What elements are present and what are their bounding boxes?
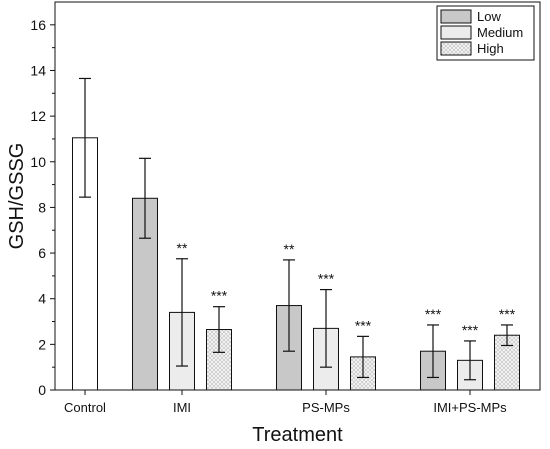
x-tick-label: IMI bbox=[173, 400, 191, 415]
legend-swatch bbox=[440, 9, 472, 24]
significance-label: *** bbox=[499, 306, 516, 322]
legend-label: High bbox=[477, 41, 504, 56]
significance-label: ** bbox=[284, 241, 295, 257]
bars-layer bbox=[72, 77, 520, 391]
y-tick-label: 2 bbox=[38, 336, 46, 352]
labels-layer: ********************** bbox=[177, 240, 516, 338]
y-tick-label: 0 bbox=[38, 382, 46, 398]
y-tick-label: 10 bbox=[30, 154, 46, 170]
y-tick-label: 4 bbox=[38, 291, 46, 307]
y-axis-title: GSH/GSSG bbox=[6, 143, 28, 250]
significance-label: *** bbox=[211, 288, 228, 304]
axes: 0 2 4 6 8 10 12 14 16 Control IMI PS-MPs IMI+PS-MPs T… bbox=[6, 1, 541, 446]
bar bbox=[494, 334, 520, 391]
significance-label: ** bbox=[177, 240, 188, 256]
legend-swatch bbox=[440, 41, 472, 56]
y-tick-label: 14 bbox=[30, 62, 46, 78]
x-tick-label: IMI+PS-MPs bbox=[433, 400, 507, 415]
legend-swatch bbox=[440, 25, 472, 40]
y-tick-label: 8 bbox=[38, 199, 46, 215]
significance-label: *** bbox=[425, 306, 442, 322]
x-axis-title: Treatment bbox=[252, 424, 343, 446]
y-tick-label: 12 bbox=[30, 108, 46, 124]
legend-label: Medium bbox=[477, 25, 523, 40]
legend-label: Low bbox=[477, 9, 501, 24]
x-tick-label: PS-MPs bbox=[302, 400, 350, 415]
significance-label: *** bbox=[462, 322, 479, 338]
y-tick-label: 6 bbox=[38, 245, 46, 261]
significance-label: *** bbox=[318, 271, 335, 287]
significance-label: *** bbox=[355, 317, 372, 333]
x-tick-label: Control bbox=[64, 400, 106, 415]
y-tick-label: 16 bbox=[30, 17, 46, 33]
